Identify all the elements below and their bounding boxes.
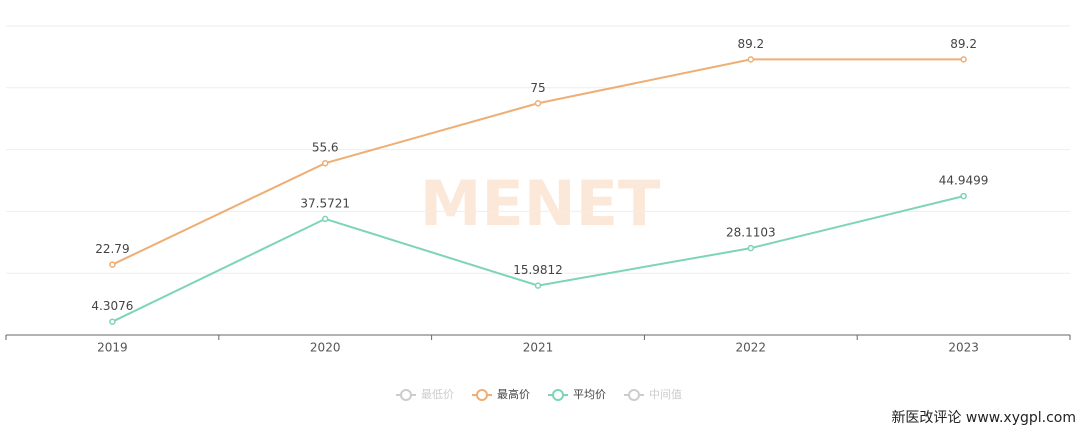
legend-icon <box>400 389 412 401</box>
source: 新医改评论 www.xygpl.com <box>891 410 1076 426</box>
data-label: 75 <box>530 81 545 95</box>
legend-label: 最低价 <box>421 388 454 401</box>
data-label: 28.1103 <box>726 226 776 240</box>
legend-label: 平均价 <box>573 388 606 401</box>
x-tick-label: 2023 <box>948 341 979 355</box>
point <box>321 215 329 223</box>
point <box>109 318 116 325</box>
data-label: 55.6 <box>312 141 339 155</box>
data-label: 37.5721 <box>300 196 350 210</box>
point <box>960 192 967 200</box>
legend-label: 最高价 <box>497 387 530 401</box>
x-tick-label: 2022 <box>736 341 767 355</box>
data-label: 44.9499 <box>939 174 989 188</box>
legend-label: 中间值 <box>649 388 682 401</box>
point <box>747 56 755 63</box>
point <box>960 56 967 63</box>
legend-icon <box>476 389 488 401</box>
data-label: 89.2 <box>950 37 977 51</box>
data-label: 15.9812 <box>513 263 563 277</box>
point <box>109 261 116 268</box>
point <box>534 100 542 107</box>
watermark: MENET <box>420 167 661 240</box>
x-tick-label: 2020 <box>310 341 341 355</box>
point <box>747 244 755 252</box>
data-label: 89.2 <box>737 37 764 51</box>
point <box>321 159 329 167</box>
data-label: 4.3076 <box>91 299 133 313</box>
data-label: 22.79 <box>95 242 129 256</box>
x-tick-label: 2019 <box>97 341 128 355</box>
legend-icon <box>552 389 564 401</box>
point <box>534 282 542 289</box>
legend-icon <box>628 389 640 401</box>
x-tick-label: 2021 <box>523 341 554 355</box>
